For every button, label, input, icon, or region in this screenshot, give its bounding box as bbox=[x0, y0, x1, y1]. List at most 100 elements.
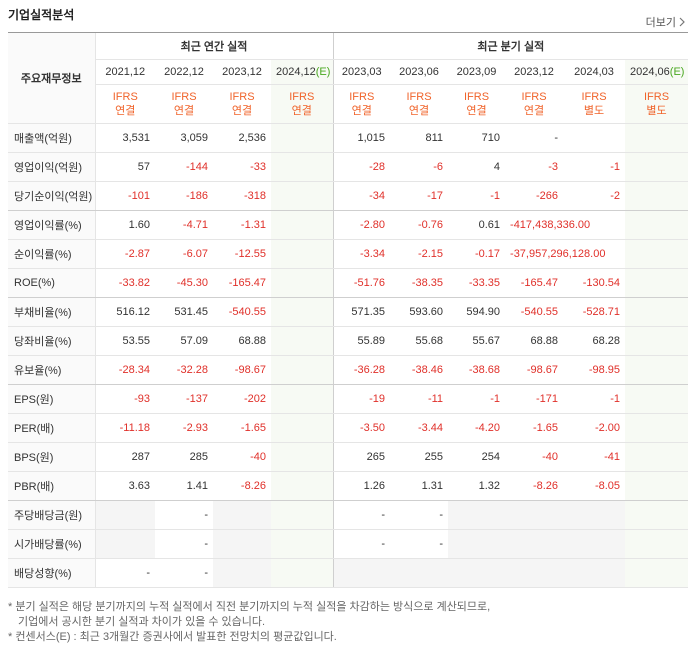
group-header: 최근 연간 실적 bbox=[95, 33, 334, 60]
value-cell bbox=[563, 558, 626, 588]
value-cell: 4 bbox=[448, 152, 506, 182]
value-cell: -98.67 bbox=[505, 355, 564, 385]
value-cell: -38.46 bbox=[390, 355, 449, 385]
value-cell bbox=[271, 181, 334, 211]
value-cell: -2 bbox=[563, 181, 626, 211]
value-cell: -144 bbox=[155, 152, 213, 182]
data-row: 순이익률(%) -2.87 -6.07 -12.55 -3.34 -2.15 -0.17 -3… bbox=[8, 239, 689, 269]
value-cell bbox=[625, 210, 689, 240]
value-cell: 1.32 bbox=[448, 471, 506, 501]
value-cell bbox=[271, 558, 334, 588]
period-header: 2023,12 bbox=[213, 59, 271, 85]
value-cell: -130.54 bbox=[563, 268, 626, 298]
value-cell: -0.17 bbox=[448, 239, 506, 269]
value-cell: 57.09 bbox=[155, 326, 213, 356]
more-arrow bbox=[679, 17, 685, 27]
row-label: 시가배당률(%) bbox=[8, 529, 96, 559]
period-header: 2024,03 bbox=[563, 59, 626, 85]
table-body: 매출액(억원) 3,531 3,059 2,536 1,015 811 710- 영업이익(억… bbox=[8, 123, 689, 588]
value-cell bbox=[271, 239, 334, 269]
value-cell: 571.35 bbox=[332, 297, 391, 327]
row-label: 유보율(%) bbox=[8, 355, 96, 385]
value-cell bbox=[625, 471, 689, 501]
data-row: 주당배당금(원) - - - bbox=[8, 500, 689, 530]
value-cell bbox=[271, 268, 334, 298]
period-header: 2023,06 bbox=[390, 59, 449, 85]
period: 2021,12 bbox=[105, 66, 146, 78]
value-cell: 1,015 bbox=[332, 123, 391, 153]
value-cell bbox=[505, 558, 564, 588]
more-text[interactable]: 더보기 bbox=[645, 17, 676, 29]
value-cell bbox=[625, 123, 689, 153]
value-cell: -171 bbox=[505, 384, 564, 414]
standard: IFRS bbox=[112, 91, 138, 103]
value-cell: 0.61 bbox=[448, 210, 506, 240]
data-row: BPS(원) 287 285 -40 265 255 254 -40 -41 bbox=[8, 442, 689, 472]
basis: 별도 bbox=[583, 105, 605, 117]
standard-header: IFRS 별도 bbox=[563, 84, 626, 124]
value-cell: -2.87 bbox=[95, 239, 155, 269]
period: 2023,12 bbox=[222, 66, 262, 78]
data-row: EPS(원) -93 -137 -202 -19 -11 -1 -171 -1 bbox=[8, 384, 689, 414]
value-cell: - bbox=[155, 529, 213, 559]
value-cell: -266 bbox=[505, 181, 564, 211]
value-cell: 516.12 bbox=[95, 297, 155, 327]
data-row: 매출액(억원) 3,531 3,059 2,536 1,015 811 710- bbox=[8, 123, 689, 153]
value-cell: -32.28 bbox=[155, 355, 213, 385]
value-cell: -45.30 bbox=[155, 268, 213, 298]
row-label: 주당배당금(원) bbox=[8, 500, 96, 530]
value-cell: 710 bbox=[448, 123, 506, 153]
data-row: 부채비율(%) 516.12 531.45 -540.55 571.35 593.60 59… bbox=[8, 297, 689, 327]
period-header: 2022,12 bbox=[155, 59, 213, 85]
value-cell bbox=[213, 500, 271, 530]
value-cell: -137 bbox=[155, 384, 213, 414]
value-cell: - bbox=[332, 500, 391, 530]
data-row: PER(배) -11.18 -2.93 -1.65 -3.50 -3.44 -4.20 -1.… bbox=[8, 413, 689, 443]
standard: IFRS bbox=[521, 91, 547, 103]
value-cell: 55.89 bbox=[332, 326, 391, 356]
value-cell: -98.95 bbox=[563, 355, 626, 385]
value-cell bbox=[271, 297, 334, 327]
standard-header: IFRS 별도 bbox=[625, 84, 689, 124]
value-cell: -3 bbox=[505, 152, 564, 182]
value-cell: 3,059 bbox=[155, 123, 213, 153]
row-label: 순이익률(%) bbox=[8, 239, 96, 269]
value-cell bbox=[213, 529, 271, 559]
value-cell: - bbox=[505, 123, 564, 153]
data-row: 시가배당률(%) - - - bbox=[8, 529, 689, 559]
row-label: 부채비율(%) bbox=[8, 297, 96, 327]
value-cell bbox=[332, 558, 391, 588]
value-cell: 1.60 bbox=[95, 210, 155, 240]
value-cell: -1 bbox=[563, 384, 626, 414]
standard: IFRS bbox=[581, 91, 607, 103]
value-cell: -1 bbox=[563, 152, 626, 182]
period: 2024,06 bbox=[630, 66, 670, 78]
value-cell: 265 bbox=[332, 442, 391, 472]
value-cell: -28 bbox=[332, 152, 391, 182]
value-cell bbox=[563, 529, 626, 559]
value-cell bbox=[563, 500, 626, 530]
period-header: 2021,12 bbox=[95, 59, 155, 85]
value-cell bbox=[505, 529, 564, 559]
value-cell: -6 bbox=[390, 152, 449, 182]
value-cell: 3,531 bbox=[95, 123, 155, 153]
basis: 연결 bbox=[231, 105, 253, 117]
value-cell: -3.44 bbox=[390, 413, 449, 443]
period-header: 2024,12(E) bbox=[271, 59, 334, 85]
value-cell: -202 bbox=[213, 384, 271, 414]
value-cell: 531.45 bbox=[155, 297, 213, 327]
more-link[interactable]: 더보기 bbox=[646, 14, 686, 30]
value-cell: -101 bbox=[95, 181, 155, 211]
value-cell: -40 bbox=[213, 442, 271, 472]
period: 2023,06 bbox=[399, 66, 439, 78]
row-label: 당기순이익(억원) bbox=[8, 181, 96, 211]
performance-table: 주요재무정보 최근 연간 실적 최근 분기 실적 2021,12 2022,12 2023… bbox=[8, 33, 689, 588]
value-cell: -6.07 bbox=[155, 239, 213, 269]
value-cell: 55.68 bbox=[390, 326, 449, 356]
value-cell: -4.71 bbox=[155, 210, 213, 240]
value-cell bbox=[625, 326, 689, 356]
row-label: PER(배) bbox=[8, 413, 96, 443]
basis: 연결 bbox=[173, 105, 195, 117]
note-line: 기업에서 공시한 분기 실적과 차이가 있을 수 있습니다. bbox=[18, 616, 266, 628]
value-cell: -2.80 bbox=[332, 210, 391, 240]
